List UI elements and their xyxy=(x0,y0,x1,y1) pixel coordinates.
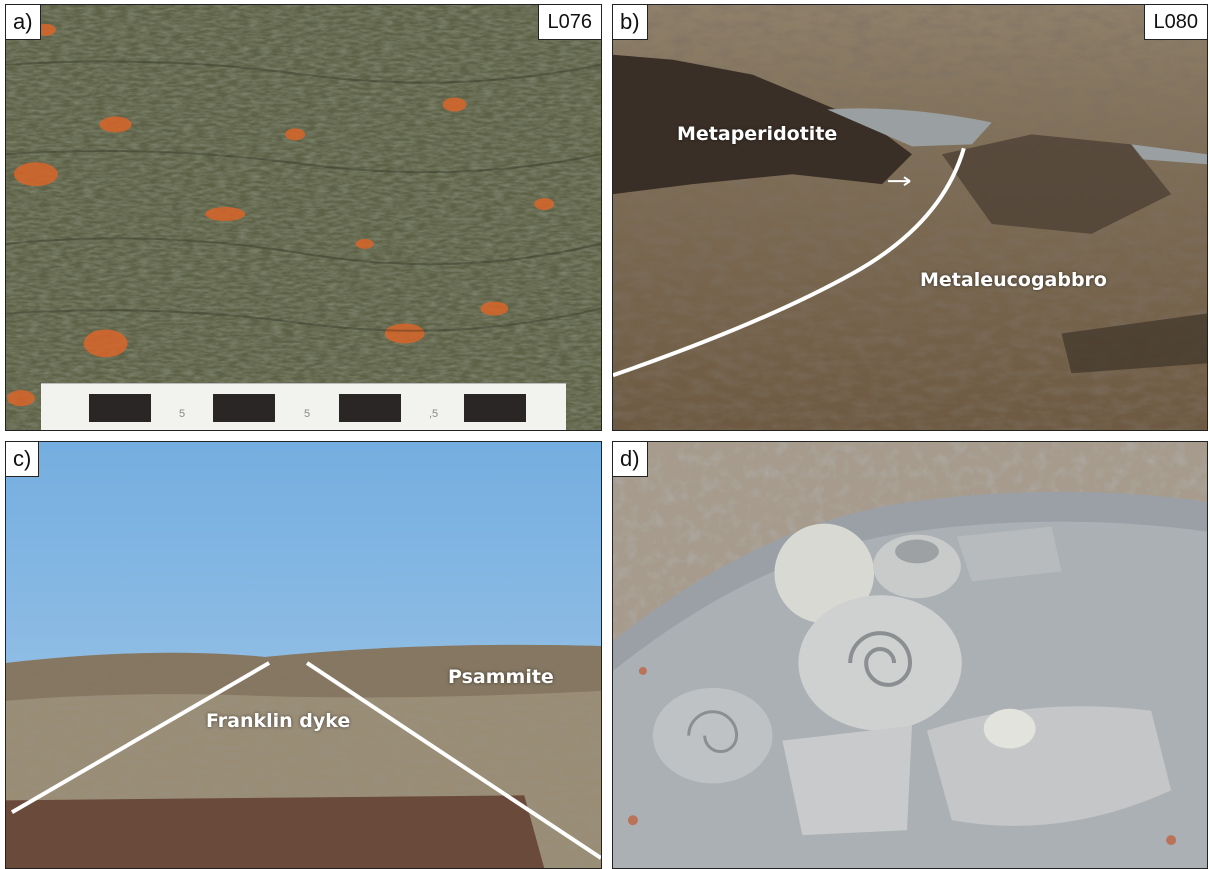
tundra-landscape-image xyxy=(613,5,1207,430)
panel-label: a) xyxy=(6,5,41,40)
site-code: L076 xyxy=(537,5,601,40)
franklin-dyke-label: Franklin dyke xyxy=(206,710,351,732)
scale-tick-label: ,5 xyxy=(429,408,439,420)
psammite-label: Psammite xyxy=(448,666,554,688)
panel-a-photo: 5 5 ,5 a) L076 xyxy=(5,4,602,431)
panel-b-photo: Metaperidotite Metaleucogabbro b) L080 xyxy=(612,4,1208,431)
scale-block xyxy=(464,394,526,422)
dyke-landscape-image xyxy=(6,442,601,868)
scale-block xyxy=(339,394,401,422)
scale-block xyxy=(89,394,151,422)
scale-block xyxy=(213,394,275,422)
panel-d-photo: d) xyxy=(612,441,1208,869)
panel-label: b) xyxy=(613,5,648,40)
scale-tick-label: 5 xyxy=(304,408,311,420)
fossil-pile-image xyxy=(613,442,1207,868)
photo-scale-bar: 5 5 ,5 xyxy=(41,383,566,430)
scale-tick-label: 5 xyxy=(179,408,186,420)
panel-label: c) xyxy=(6,442,40,477)
site-code: L080 xyxy=(1143,5,1207,40)
metaperidotite-label: Metaperidotite xyxy=(677,123,838,145)
panel-c-photo: Franklin dyke Psammite c) xyxy=(5,441,602,869)
foliated-rock-image xyxy=(6,5,601,430)
metaleucogabbro-label: Metaleucogabbro xyxy=(920,269,1107,291)
panel-label: d) xyxy=(613,442,648,477)
